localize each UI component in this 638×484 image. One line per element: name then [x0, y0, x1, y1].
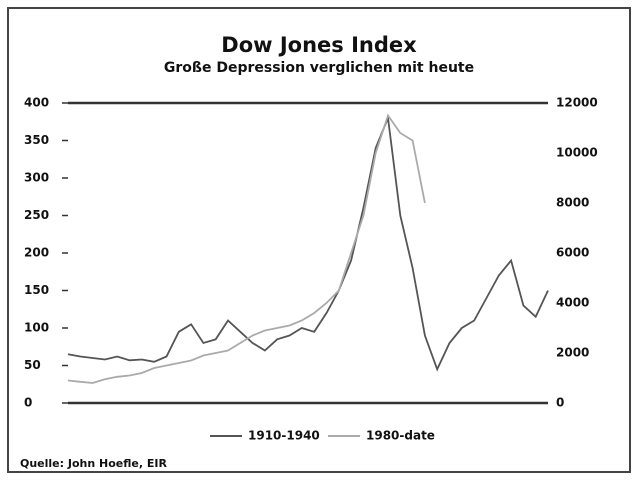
y2-tick-label: 10000	[556, 146, 598, 160]
legend-label: 1980-date	[366, 429, 435, 443]
y-tick-label: 200	[24, 246, 49, 260]
series-line	[67, 114, 549, 372]
series-line	[67, 113, 426, 384]
y2-tick-label: 0	[556, 396, 564, 410]
y-tick-label: 50	[24, 358, 41, 372]
chart-title: Dow Jones Index	[221, 33, 417, 57]
y-tick-label: 100	[24, 321, 49, 335]
y-tick-label: 400	[24, 96, 49, 110]
legend-label: 1910-1940	[248, 429, 320, 443]
y2-tick-label: 4000	[556, 296, 589, 310]
source: Quelle: John Hoefle, EIR	[20, 457, 167, 470]
y2-tick-label: 12000	[556, 96, 598, 110]
y2-tick-label: 6000	[556, 246, 589, 260]
y-tick-label: 150	[24, 283, 49, 297]
y2-tick-label: 2000	[556, 346, 589, 360]
frame	[7, 7, 631, 473]
y-tick-label: 250	[24, 208, 49, 222]
y-tick-label: 350	[24, 133, 49, 147]
y-tick-label: 0	[24, 396, 32, 410]
y-tick-label: 300	[24, 171, 49, 185]
chart-subtitle: Große Depression verglichen mit heute	[164, 60, 474, 76]
y2-tick-label: 8000	[556, 196, 589, 210]
